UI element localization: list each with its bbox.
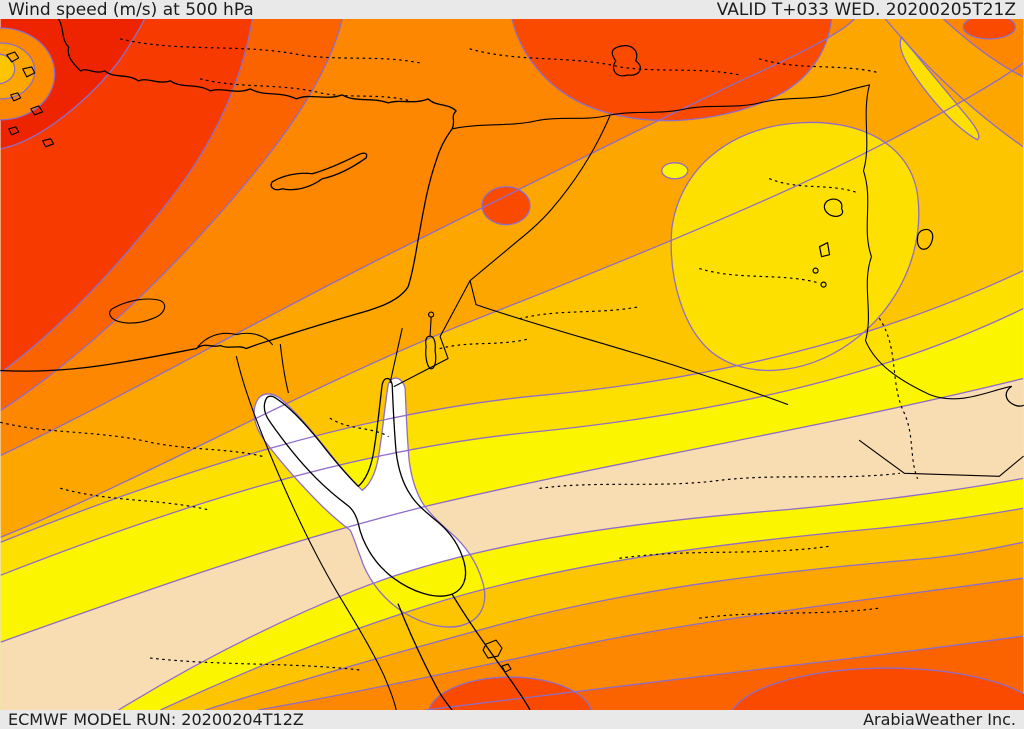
contour-lines [0,19,1024,710]
contour-bands [0,19,1024,710]
valid-time-label: VALID T+033 WED. 20200205T21Z [716,0,1016,20]
model-run-label: ECMWF MODEL RUN: 20200204T12Z [8,710,304,729]
wind-speed-contour-map [0,19,1024,710]
dotted-borders [0,38,919,671]
footer-bar: ECMWF MODEL RUN: 20200204T12Z ArabiaWeat… [0,710,1024,729]
credit-label: ArabiaWeather Inc. [863,710,1016,729]
coastlines-and-borders [0,19,1024,710]
header-bar: Wind speed (m/s) at 500 hPa VALID T+033 … [0,0,1024,20]
weather-map [0,19,1024,710]
page-title: Wind speed (m/s) at 500 hPa [8,0,254,20]
